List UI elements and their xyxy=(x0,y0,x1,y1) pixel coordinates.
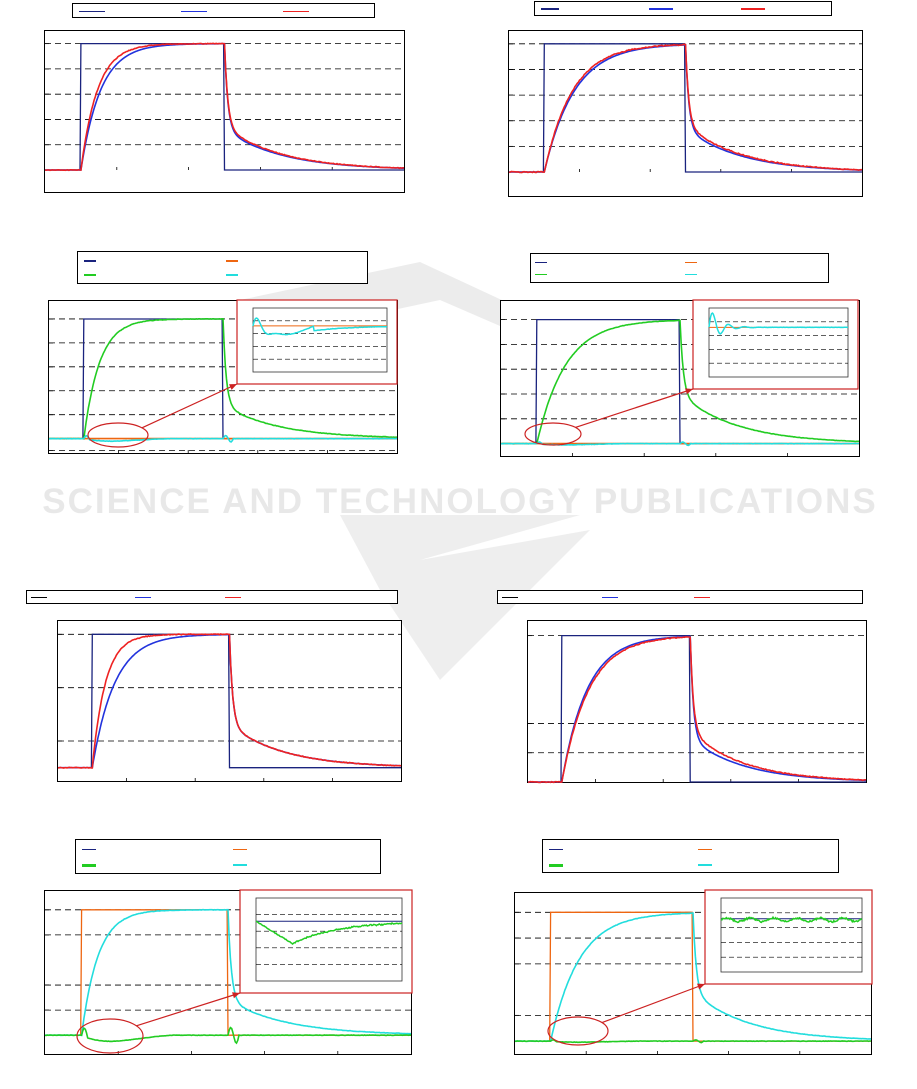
legend-swatch-cyan xyxy=(698,864,712,866)
legend-swatch-navy xyxy=(549,849,563,850)
plot-canvas xyxy=(508,43,862,174)
chart-mid-right xyxy=(500,300,860,457)
legend-lower-left xyxy=(26,590,398,604)
legend-top-right xyxy=(534,1,832,16)
legend-swatch-navy xyxy=(79,11,105,12)
legend-swatch-green xyxy=(82,864,96,867)
series-line-cyan xyxy=(44,908,411,1037)
chart-bottom-left xyxy=(44,890,412,1055)
series-line-navy xyxy=(509,43,862,173)
legend-swatch-red xyxy=(283,11,309,12)
legend-swatch-green xyxy=(549,864,563,867)
legend-swatch-navy xyxy=(84,260,96,262)
legend-swatch-blue xyxy=(135,597,151,598)
legend-swatch-navy xyxy=(502,597,518,598)
chart-lower-right xyxy=(527,620,867,784)
legend-swatch-red xyxy=(694,597,710,598)
legend-swatch-red xyxy=(741,8,765,10)
legend-swatch-red xyxy=(225,597,241,598)
legend-swatch-blue xyxy=(602,597,618,598)
series-line-green xyxy=(514,1038,871,1044)
plot-canvas xyxy=(514,911,871,1054)
legend-swatch-navy xyxy=(31,597,47,598)
legend-swatch-blue xyxy=(181,11,207,12)
legend-swatch-green xyxy=(535,274,547,275)
series-line-cyan xyxy=(514,912,871,1043)
watermark-tagline: SCIENCE AND TECHNOLOGY PUBLICATIONS xyxy=(42,482,878,521)
legend-mid-left xyxy=(77,251,368,284)
legend-top-left xyxy=(72,3,375,18)
chart-bottom-right xyxy=(514,892,872,1055)
series-line-blue xyxy=(528,635,866,783)
legend-mid-right xyxy=(530,253,829,283)
legend-lower-right xyxy=(497,590,863,604)
plot-canvas xyxy=(527,634,866,784)
plot-canvas xyxy=(58,633,402,781)
legend-bottom-left xyxy=(75,839,381,874)
legend-swatch-green xyxy=(84,274,96,276)
legend-swatch-navy xyxy=(535,262,547,263)
series-line-green xyxy=(500,319,859,445)
legend-swatch-cyan xyxy=(233,864,247,866)
plot-canvas xyxy=(44,42,404,172)
series-line-orange xyxy=(515,911,871,1042)
plot-canvas xyxy=(500,318,859,456)
legend-swatch-navy xyxy=(541,8,559,10)
legend-swatch-cyan xyxy=(226,274,238,276)
legend-swatch-orange xyxy=(226,260,238,262)
chart-top-right xyxy=(508,30,863,197)
legend-swatch-navy xyxy=(82,849,96,850)
series-line-red xyxy=(527,635,866,784)
chart-mid-left xyxy=(48,300,398,454)
legend-swatch-cyan xyxy=(685,274,697,275)
legend-swatch-orange xyxy=(685,262,697,263)
series-line-red xyxy=(58,633,402,769)
series-line-red xyxy=(508,43,862,174)
legend-bottom-right xyxy=(542,839,839,873)
legend-swatch-orange xyxy=(233,849,247,850)
series-line-navy xyxy=(528,634,866,783)
series-line-navy xyxy=(501,318,859,445)
series-line-green xyxy=(48,317,397,440)
plot-canvas xyxy=(48,317,397,453)
series-line-navy xyxy=(58,633,401,769)
chart-top-left xyxy=(44,30,405,193)
legend-swatch-blue xyxy=(649,8,673,10)
series-line-navy xyxy=(45,42,404,171)
plot-canvas xyxy=(44,908,411,1054)
legend-swatch-orange xyxy=(698,849,712,850)
series-line-red xyxy=(44,42,404,172)
chart-lower-left xyxy=(57,620,402,782)
